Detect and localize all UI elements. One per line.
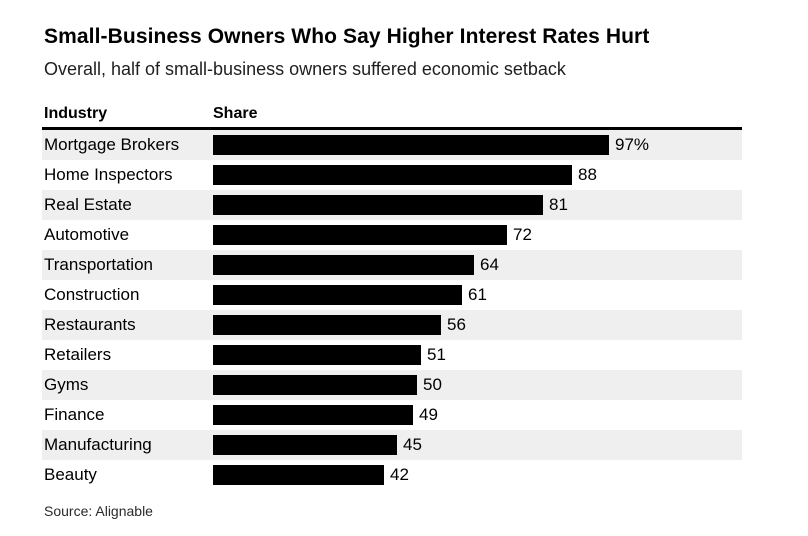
- bar: [213, 405, 413, 425]
- bar: [213, 195, 543, 215]
- table-row: Gyms 50: [42, 370, 742, 400]
- chart-subtitle: Overall, half of small-business owners s…: [44, 59, 566, 79]
- bar: [213, 315, 441, 335]
- table-row: Construction 61: [42, 280, 742, 310]
- table-row: Automotive 72: [42, 220, 742, 250]
- chart-title: Small-Business Owners Who Say Higher Int…: [44, 25, 650, 48]
- bar: [213, 465, 384, 485]
- source-note: Source: Alignable: [44, 503, 153, 519]
- row-label: Manufacturing: [44, 435, 152, 454]
- bar: [213, 135, 609, 155]
- table-row: Restaurants 56: [42, 310, 742, 340]
- table-row: Transportation 64: [42, 250, 742, 280]
- bar: [213, 255, 474, 275]
- value-label: 42: [390, 465, 409, 484]
- bar-track: 42: [213, 460, 742, 490]
- value-label: 56: [447, 315, 466, 334]
- column-headers: Industry Share: [42, 105, 742, 127]
- bar-track: 64: [213, 250, 742, 280]
- bar-track: 49: [213, 400, 742, 430]
- value-label: 61: [468, 285, 487, 304]
- table-row: Real Estate 81: [42, 190, 742, 220]
- bar-track: 88: [213, 160, 742, 190]
- bar-track: 56: [213, 310, 742, 340]
- table-row: Beauty 42: [42, 460, 742, 490]
- bar-track: 61: [213, 280, 742, 310]
- bar-track: 50: [213, 370, 742, 400]
- bar-track: 51: [213, 340, 742, 370]
- row-label: Home Inspectors: [44, 165, 173, 184]
- value-label: 88: [578, 165, 597, 184]
- row-label: Beauty: [44, 465, 97, 484]
- table-row: Mortgage Brokers 97%: [42, 130, 742, 160]
- bar-track: 45: [213, 430, 742, 460]
- bar: [213, 225, 507, 245]
- row-label: Retailers: [44, 345, 112, 364]
- value-label: 45: [403, 435, 422, 454]
- bar-track: 72: [213, 220, 742, 250]
- bar-track: 81: [213, 190, 742, 220]
- header-rule: [42, 127, 742, 130]
- row-label: Restaurants: [44, 315, 136, 334]
- bar-track: 97%: [213, 130, 742, 160]
- table-row: Manufacturing 45: [42, 430, 742, 460]
- row-label: Real Estate: [44, 195, 132, 214]
- value-label: 50: [423, 375, 442, 394]
- value-label: 51: [427, 345, 446, 364]
- table-row: Finance 49: [42, 400, 742, 430]
- column-header-industry: Industry: [44, 105, 108, 122]
- value-label: 97%: [615, 135, 650, 154]
- bar: [213, 165, 572, 185]
- value-label: 72: [513, 225, 532, 244]
- row-label: Transportation: [44, 255, 153, 274]
- row-label: Construction: [44, 285, 140, 304]
- value-label: 64: [480, 255, 499, 274]
- bar-rows: Mortgage Brokers 97% Home Inspectors 88 …: [42, 130, 742, 490]
- value-label: 81: [549, 195, 568, 214]
- bar: [213, 345, 421, 365]
- bar: [213, 285, 462, 305]
- row-label: Automotive: [44, 225, 130, 244]
- table-row: Retailers 51: [42, 340, 742, 370]
- column-header-share: Share: [213, 105, 258, 122]
- bar: [213, 375, 417, 395]
- row-label: Mortgage Brokers: [44, 135, 180, 154]
- bar: [213, 435, 397, 455]
- table-row: Home Inspectors 88: [42, 160, 742, 190]
- row-label: Finance: [44, 405, 105, 424]
- row-label: Gyms: [44, 375, 89, 394]
- value-label: 49: [419, 405, 438, 424]
